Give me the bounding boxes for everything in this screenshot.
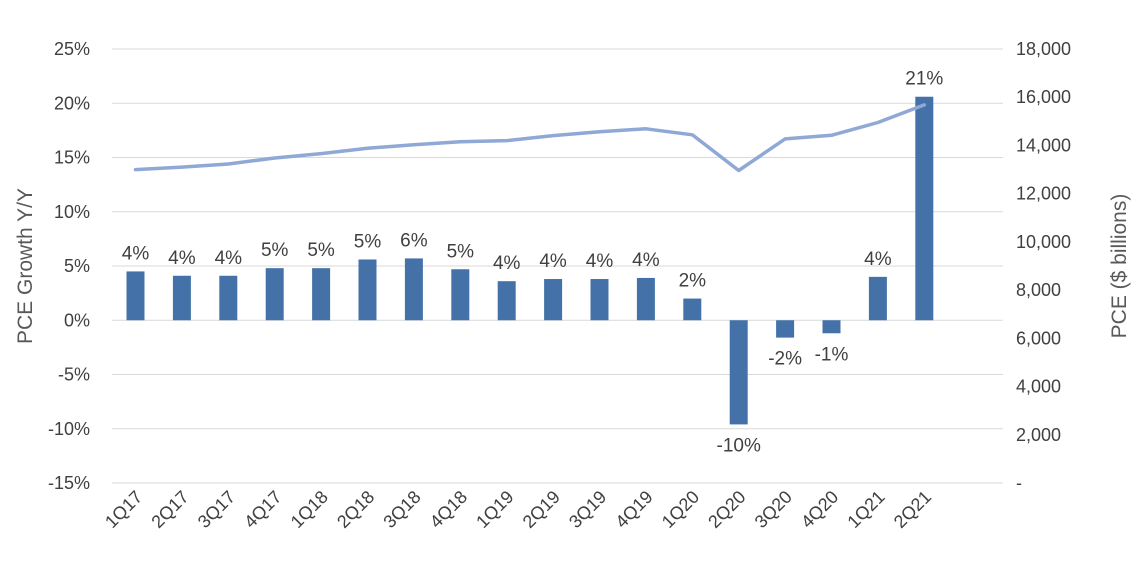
bar-4q17 xyxy=(265,268,284,321)
data-label: 6% xyxy=(400,230,428,251)
y-left-tick-label: 15% xyxy=(54,148,90,168)
x-tick-label: 2Q21 xyxy=(890,487,935,532)
y-right-tick-label: 16,000 xyxy=(1016,87,1071,107)
bar-2q17 xyxy=(172,275,191,321)
x-tick-label: 1Q17 xyxy=(101,487,146,532)
x-tick-label: 1Q20 xyxy=(658,487,703,532)
y-left-tick-label: 5% xyxy=(64,256,90,276)
y-right-tick-label: 4,000 xyxy=(1016,377,1061,397)
bar-2q21 xyxy=(915,96,934,321)
data-label: 5% xyxy=(261,240,289,261)
bar-1q19 xyxy=(497,281,516,321)
y-left-tick-label: -10% xyxy=(48,419,90,439)
y-axis-left-title: PCE Growth Y/Y xyxy=(14,188,37,344)
y-left-tick-label: 25% xyxy=(54,39,90,59)
y-left-tick-label: 20% xyxy=(54,93,90,113)
bar-1q20 xyxy=(683,298,702,321)
data-label: 5% xyxy=(354,231,382,252)
data-label: -10% xyxy=(717,435,761,456)
y-right-tick-label: 12,000 xyxy=(1016,184,1071,204)
bar-2q18 xyxy=(358,259,377,321)
data-label: 4% xyxy=(632,250,660,271)
y-left-tick-label: 0% xyxy=(64,310,90,330)
data-label: 4% xyxy=(493,253,521,274)
x-tick-label: 2Q19 xyxy=(519,487,564,532)
x-tick-label: 3Q18 xyxy=(379,487,424,532)
data-label: 21% xyxy=(905,69,943,90)
y-right-tick-label: 14,000 xyxy=(1016,135,1071,155)
data-label: 4% xyxy=(168,248,196,269)
data-label: 4% xyxy=(539,251,567,272)
x-tick-label: 1Q18 xyxy=(287,487,332,532)
bar-2q19 xyxy=(544,279,563,321)
x-tick-label: 4Q18 xyxy=(426,487,471,532)
x-tick-label: 3Q17 xyxy=(194,487,239,532)
data-label: -1% xyxy=(815,344,849,365)
y-right-tick-label: 10,000 xyxy=(1016,232,1071,252)
x-tick-label: 4Q20 xyxy=(797,487,842,532)
data-label: 4% xyxy=(586,251,614,272)
x-tick-label: 2Q17 xyxy=(147,487,192,532)
y-left-tick-label: -5% xyxy=(58,365,90,385)
x-tick-label: 4Q19 xyxy=(611,487,656,532)
data-label: 4% xyxy=(864,249,892,270)
x-tick-label: 2Q18 xyxy=(333,487,378,532)
data-label: 5% xyxy=(307,240,335,261)
x-tick-label: 3Q19 xyxy=(565,487,610,532)
pce-line xyxy=(133,103,927,173)
y-right-tick-label: 2,000 xyxy=(1016,425,1061,445)
x-tick-label: 4Q17 xyxy=(240,487,285,532)
bar-3q18 xyxy=(404,258,423,321)
data-label: 4% xyxy=(122,243,150,264)
bar-3q20 xyxy=(776,320,795,338)
data-label: -2% xyxy=(768,349,802,370)
bar-4q18 xyxy=(451,269,470,321)
y-right-tick-label: 18,000 xyxy=(1016,39,1071,59)
y-right-tick-label: 6,000 xyxy=(1016,328,1061,348)
bar-4q20 xyxy=(822,320,841,334)
bar-4q19 xyxy=(636,277,655,321)
y-left-tick-label: 10% xyxy=(54,202,90,222)
x-tick-label: 3Q20 xyxy=(751,487,796,532)
x-tick-label: 1Q21 xyxy=(843,487,888,532)
bar-1q18 xyxy=(312,268,331,321)
y-right-tick-label: 8,000 xyxy=(1016,280,1061,300)
bar-1q21 xyxy=(868,276,887,321)
bar-1q17 xyxy=(126,271,145,321)
x-tick-label: 1Q19 xyxy=(472,487,517,532)
y-axis-right-title: PCE ($ billions) xyxy=(1108,194,1131,339)
x-tick-label: 2Q20 xyxy=(704,487,749,532)
bar-2q20 xyxy=(729,320,748,425)
data-label: 4% xyxy=(215,248,243,269)
data-label: 2% xyxy=(679,271,707,292)
y-left-tick-label: -15% xyxy=(48,473,90,493)
bar-3q19 xyxy=(590,279,609,321)
bar-3q17 xyxy=(219,275,238,321)
y-right-tick-label: - xyxy=(1016,473,1022,493)
data-label: 5% xyxy=(447,241,475,262)
